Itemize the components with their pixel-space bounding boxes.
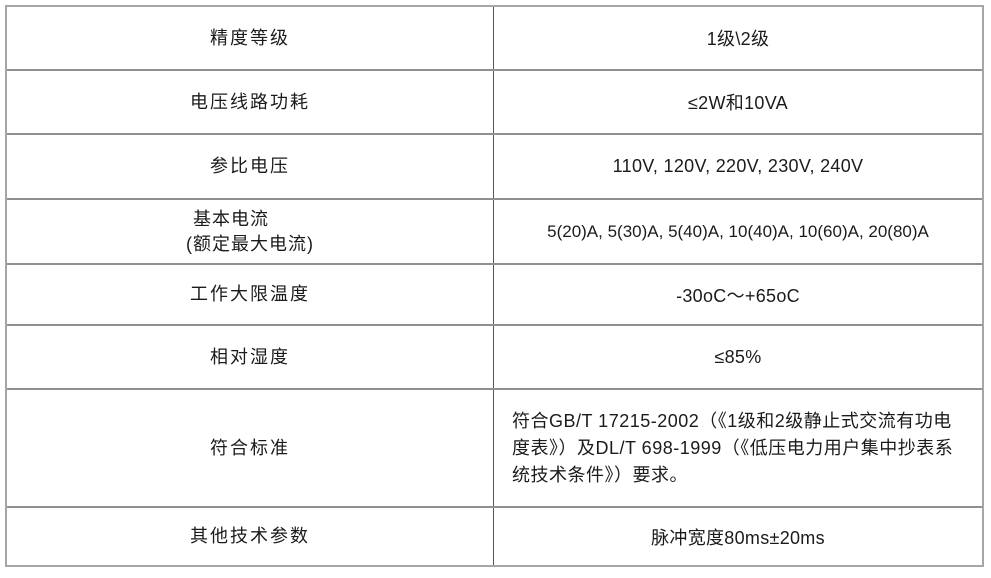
spec-value: 5(20)A, 5(30)A, 5(40)A, 10(40)A, 10(60)A… xyxy=(547,221,929,241)
spec-label: 其他技术参数 xyxy=(7,508,494,565)
spec-label: 参比电压 xyxy=(7,135,494,198)
spec-label: 电压线路功耗 xyxy=(7,71,494,133)
spec-value: 脉冲宽度80ms±20ms xyxy=(651,527,825,548)
spec-value: 1级\2级 xyxy=(706,29,770,49)
table-row-reference-voltage: 参比电压 110V, 120V, 220V, 230V, 240V xyxy=(7,135,982,200)
table-row-voltage-circuit-power: 电压线路功耗 ≤2W和10VA xyxy=(7,71,982,135)
spec-label: 工作大限温度 xyxy=(7,265,494,324)
spec-value: 符合GB/T 17215-2002（《1级和2级静止式交流有功电度表》）及DL/… xyxy=(512,410,954,485)
table-row-other-parameters: 其他技术参数 脉冲宽度80ms±20ms xyxy=(7,508,982,565)
table-row-operating-temperature: 工作大限温度 -30oC～+65oC xyxy=(7,265,982,326)
table-row-accuracy-class: 精度等级 1级\2级 xyxy=(7,7,982,71)
spec-label: 相对湿度 xyxy=(7,326,494,388)
spec-value: ≤2W和10VA xyxy=(688,93,788,113)
spec-label: 精度等级 xyxy=(7,7,494,69)
spec-value: ≤85% xyxy=(714,346,762,367)
spec-value: 110V, 120V, 220V, 230V, 240V xyxy=(612,156,864,176)
spec-label: 基本电流 (额定最大电流) xyxy=(7,200,494,263)
table-row-basic-current: 基本电流 (额定最大电流) 5(20)A, 5(30)A, 5(40)A, 10… xyxy=(7,200,982,265)
table-row-standards-compliance: 符合标准 符合GB/T 17215-2002（《1级和2级静止式交流有功电度表》… xyxy=(7,390,982,508)
table-row-relative-humidity: 相对湿度 ≤85% xyxy=(7,326,982,390)
spec-table: 精度等级 1级\2级 电压线路功耗 ≤2W和10VA 参比电压 110V, 12… xyxy=(5,5,984,567)
spec-value: -30oC～+65oC xyxy=(676,285,800,306)
spec-label: 符合标准 xyxy=(7,390,494,506)
